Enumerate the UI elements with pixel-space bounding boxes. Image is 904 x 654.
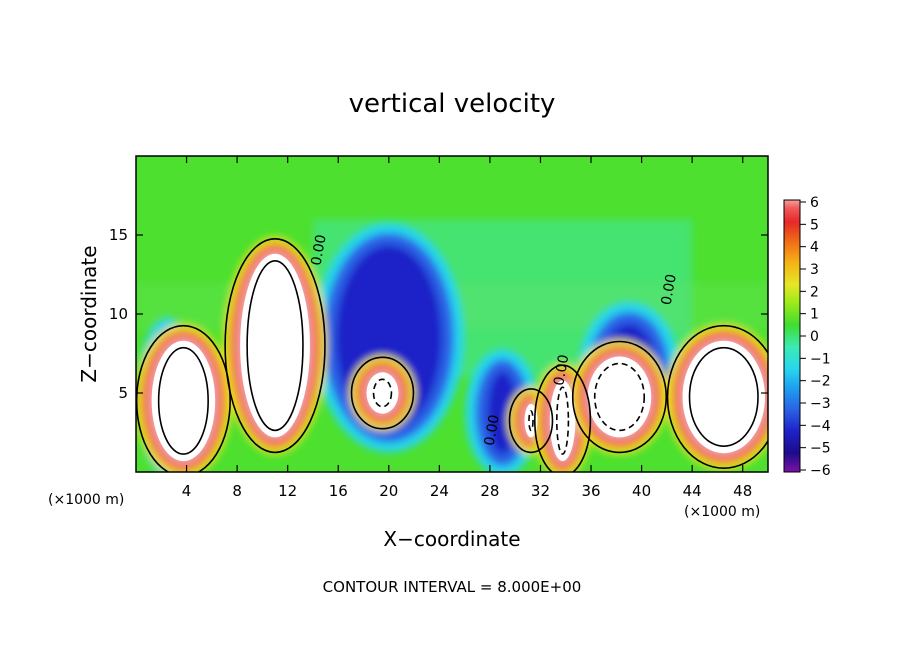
contour-label: 0.00 — [482, 413, 503, 446]
x-tick-label: 44 — [683, 482, 702, 500]
colorbar-tick-label: 4 — [810, 240, 819, 256]
y-tick-label: 15 — [109, 226, 128, 244]
x-tick-label: 28 — [480, 482, 499, 500]
colorbar-tick-label: 1 — [810, 307, 819, 323]
contour-labels: 0.00 0.00 0.00 0.00 — [309, 233, 680, 447]
x-tick-label: 40 — [632, 482, 651, 500]
x-axis-label: X−coordinate — [383, 527, 520, 551]
updraft-5-core — [549, 380, 576, 462]
contour-label: 0.00 — [551, 353, 572, 386]
x-tick-label: 32 — [531, 482, 550, 500]
x-tick-label: 20 — [379, 482, 398, 500]
chart-title: vertical velocity — [349, 89, 556, 119]
updraft-2-core — [240, 253, 310, 438]
updraft-6-core — [587, 356, 652, 438]
colorbar-tick-label: −6 — [810, 463, 831, 479]
x-unit-right: (×1000 m) — [684, 504, 760, 520]
contour-label: 0.00 — [659, 273, 680, 306]
updraft-4-core — [524, 403, 538, 438]
x-tick-label: 4 — [182, 482, 192, 500]
updraft-7-core — [682, 340, 765, 454]
updraft-1-interior-contour — [157, 346, 209, 455]
colorbar-tick-label: −5 — [810, 441, 831, 457]
colorbar: 6 5 4 3 2 1 0 −1 −2 −3 −4 −5 −6 — [783, 195, 831, 479]
updraft-2-interior-contour — [246, 259, 304, 432]
x-tick-label: 8 — [232, 482, 242, 500]
x-tick-label: 12 — [278, 482, 297, 500]
updraft-7-interior-contour — [688, 346, 759, 448]
colorbar-scale — [783, 199, 801, 473]
x-unit-left: (×1000 m) — [48, 492, 124, 508]
updraft-3-zero-contour — [350, 356, 415, 430]
updraft-4-interior-contour — [528, 410, 534, 432]
heatmap-field — [136, 156, 768, 472]
x-tick-label: 36 — [581, 482, 600, 500]
updraft-2-zero-contour — [224, 238, 326, 454]
x-axis: 4 8 12 16 20 24 28 32 36 40 44 48 — [182, 156, 752, 500]
y-axis-label: Z−coordinate — [77, 245, 101, 382]
updraft-3-core — [366, 372, 399, 414]
updraft-1-core — [151, 340, 216, 462]
colorbar-tick-label: −2 — [810, 374, 831, 390]
colorbar-tick-label: −4 — [810, 418, 831, 434]
updraft-4-zero-contour — [508, 388, 554, 454]
x-tick-label: 24 — [430, 482, 449, 500]
y-tick-label: 10 — [109, 305, 128, 323]
colorbar-tick-label: 3 — [810, 262, 819, 278]
contour-interval-caption: CONTOUR INTERVAL = 8.000E+00 — [323, 578, 582, 596]
colorbar-tick-label: −1 — [810, 351, 831, 367]
updraft-7-zero-contour — [666, 324, 768, 469]
x-tick-label: 48 — [733, 482, 752, 500]
updraft-5-zero-contour — [534, 364, 592, 472]
colorbar-tick-label: −3 — [810, 396, 831, 412]
updraft-6-interior-contour — [593, 362, 646, 432]
updraft-3-interior-contour — [372, 378, 393, 408]
colorbar-tick-label: 6 — [810, 195, 819, 211]
y-axis: 5 10 15 — [109, 226, 768, 402]
x-tick-label: 16 — [329, 482, 348, 500]
updraft-5-interior-contour — [555, 386, 570, 455]
y-tick-label: 5 — [118, 384, 128, 402]
colorbar-tick-label: 2 — [810, 284, 819, 300]
updraft-6-zero-contour — [571, 340, 668, 454]
colorbar-tick-label: 0 — [810, 329, 819, 345]
contour-label: 0.00 — [309, 233, 330, 266]
colorbar-tick-label: 5 — [810, 217, 819, 233]
